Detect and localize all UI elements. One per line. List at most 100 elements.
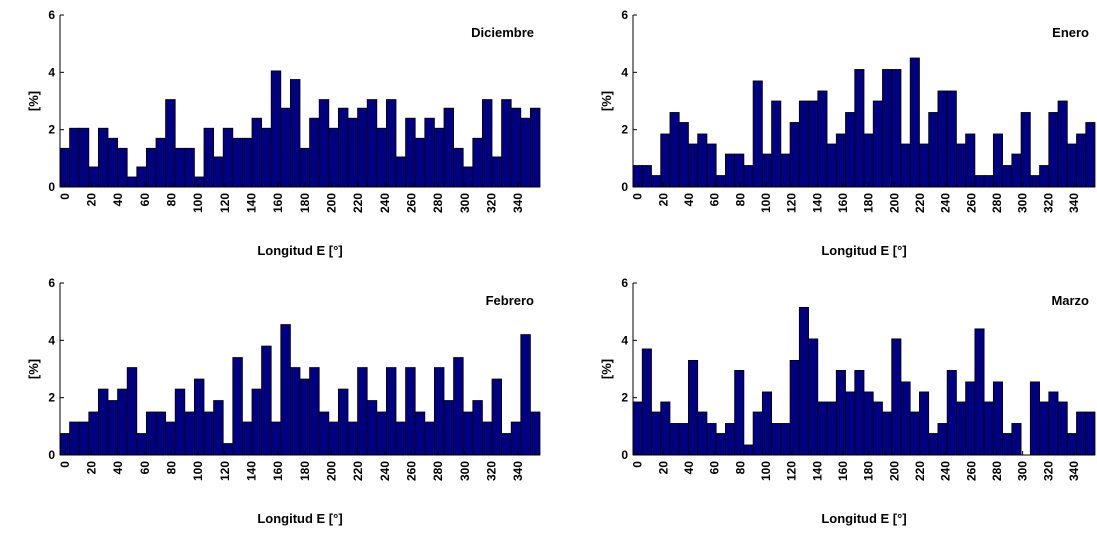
x-tick-label: 200	[887, 461, 901, 481]
bar	[424, 421, 435, 456]
x-tick-label: 40	[111, 461, 125, 475]
bar	[1039, 165, 1050, 188]
x-tick-label: 160	[271, 461, 285, 481]
bar	[697, 411, 708, 456]
bar	[337, 107, 349, 188]
x-tick-label: 100	[759, 461, 773, 481]
x-tick-label: 100	[191, 193, 205, 213]
y-tick-label: 0	[621, 180, 628, 194]
bar	[761, 391, 772, 456]
chart-title: Diciembre	[471, 25, 534, 40]
bar	[424, 117, 435, 188]
x-tick-label: 280	[431, 193, 445, 213]
bar	[251, 117, 263, 188]
bar	[155, 137, 166, 188]
bar	[481, 421, 493, 456]
x-tick-label: 240	[939, 461, 953, 481]
x-tick-label: 140	[810, 461, 824, 481]
x-tick-label: 160	[836, 193, 850, 213]
bar	[651, 411, 662, 456]
bar	[193, 176, 205, 188]
bar	[213, 400, 224, 456]
bar	[184, 411, 195, 456]
bar	[835, 133, 846, 188]
bar	[715, 175, 726, 188]
bar	[472, 137, 483, 188]
x-tick-label: 200	[324, 461, 338, 481]
bar	[251, 388, 263, 456]
bar	[660, 401, 671, 456]
bar	[1057, 100, 1068, 188]
bar	[706, 143, 717, 188]
x-tick-label: 0	[631, 461, 645, 468]
bar	[232, 357, 243, 456]
bar	[1066, 433, 1077, 456]
x-tick-label: 320	[1041, 461, 1055, 481]
bar	[826, 401, 837, 456]
bar	[405, 117, 416, 188]
x-tick-label: 40	[682, 461, 696, 475]
bar	[937, 90, 948, 188]
x-tick-label: 280	[431, 461, 445, 481]
x-tick-label: 60	[708, 461, 722, 475]
bar	[222, 127, 234, 188]
bar	[107, 137, 118, 188]
bar	[845, 112, 856, 188]
bar	[946, 90, 957, 188]
x-tick-label: 300	[458, 461, 472, 481]
bar	[882, 411, 893, 456]
bar	[937, 423, 948, 456]
bar	[69, 127, 80, 188]
x-tick-label: 180	[862, 461, 876, 481]
bar	[414, 137, 426, 188]
x-tick-label: 0	[58, 461, 72, 468]
bar	[405, 367, 416, 456]
x-tick-label: 180	[298, 193, 312, 213]
x-tick-label: 240	[378, 461, 392, 481]
bar	[280, 324, 291, 456]
bar	[771, 423, 782, 456]
y-tick-label: 6	[48, 276, 55, 290]
bar	[743, 444, 754, 456]
x-tick-label: 140	[244, 461, 258, 481]
bar	[491, 156, 503, 188]
x-tick-label: 40	[111, 193, 125, 207]
bar	[761, 153, 772, 188]
x-tick-label: 120	[218, 193, 232, 213]
bar	[357, 367, 368, 456]
x-tick-label: 20	[656, 461, 670, 475]
bar	[1002, 165, 1013, 188]
x-tick-label: 160	[836, 461, 850, 481]
x-tick-label: 60	[708, 193, 722, 207]
bar	[309, 117, 320, 188]
bar	[808, 338, 819, 456]
bar	[261, 345, 272, 456]
y-axis-label: [%]	[599, 91, 614, 111]
x-tick-label: 120	[785, 193, 799, 213]
bar	[347, 117, 359, 188]
bar	[780, 423, 791, 456]
bar	[928, 433, 939, 456]
bar	[328, 127, 339, 188]
bar	[891, 69, 902, 188]
bar	[974, 328, 985, 456]
bar	[752, 411, 763, 456]
bar	[520, 117, 531, 188]
bar	[232, 137, 243, 188]
x-tick-label: 20	[84, 461, 98, 475]
bar	[453, 357, 464, 456]
bar	[817, 90, 828, 188]
x-axis-label: Longitud E [°]	[821, 243, 906, 258]
bar	[808, 100, 819, 188]
bar	[965, 381, 976, 456]
x-tick-label: 220	[351, 193, 365, 213]
x-tick-label: 120	[218, 461, 232, 481]
bar	[270, 70, 282, 188]
bar	[992, 133, 1003, 188]
bar	[965, 133, 976, 188]
x-axis-label: Longitud E [°]	[257, 243, 342, 258]
bar	[946, 370, 957, 456]
bar	[491, 378, 503, 456]
y-axis-label: [%]	[599, 359, 614, 379]
bar	[1029, 175, 1040, 188]
